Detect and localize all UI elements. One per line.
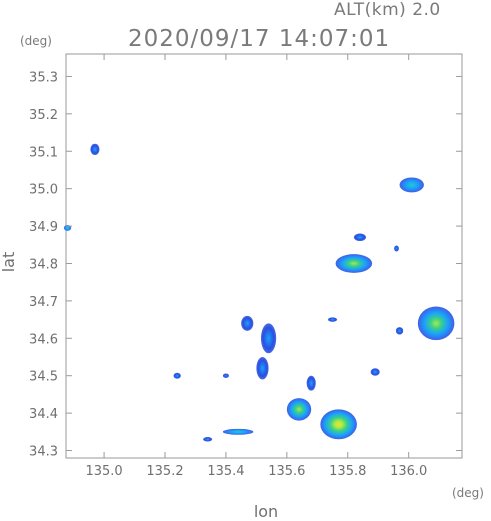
x-tick-label: 135.8 bbox=[329, 464, 366, 479]
y-axis-label: lat bbox=[0, 252, 18, 273]
x-tick-label: 135.6 bbox=[268, 464, 305, 479]
echo-cell bbox=[335, 254, 373, 273]
chart-title: 2020/09/17 14:07:01 bbox=[128, 26, 391, 52]
y-tick-label: 34.7 bbox=[29, 295, 58, 310]
plot-frame bbox=[65, 53, 463, 459]
x-tick-label: 135.4 bbox=[207, 464, 244, 479]
y-tick-label: 35.1 bbox=[29, 145, 58, 160]
echo-cell bbox=[327, 317, 338, 322]
echo-layer bbox=[63, 143, 455, 442]
y-tick-label: 35.3 bbox=[29, 70, 58, 85]
echo-cell bbox=[306, 375, 316, 391]
x-tick-label: 135.0 bbox=[85, 464, 122, 479]
y-tick-label: 35.0 bbox=[29, 183, 58, 198]
echo-cell bbox=[394, 245, 399, 252]
echo-cell bbox=[370, 368, 380, 376]
echo-cell bbox=[399, 177, 424, 193]
x-axis-label: lon bbox=[254, 502, 278, 521]
x-tick-label: 135.2 bbox=[146, 464, 183, 479]
y-tick-label: 34.8 bbox=[29, 257, 58, 272]
y-tick-label: 34.3 bbox=[29, 445, 58, 460]
echo-cell bbox=[203, 437, 213, 442]
echo-cell bbox=[417, 306, 455, 341]
y-unit-label: (deg) bbox=[20, 34, 52, 48]
x-unit-label: (deg) bbox=[452, 486, 484, 500]
echo-cell bbox=[90, 143, 100, 155]
x-tick-label: 136.0 bbox=[390, 464, 427, 479]
echo-cell bbox=[320, 409, 357, 440]
echo-cell bbox=[395, 327, 404, 335]
tick-layer: 135.0 135.2 135.4 135.6 135.8 136.0 34.3 34.4 34… bbox=[29, 54, 462, 479]
y-tick-label: 34.9 bbox=[29, 220, 58, 235]
y-tick-label: 35.2 bbox=[29, 108, 58, 123]
echo-cell bbox=[173, 372, 181, 379]
echo-cell bbox=[241, 315, 254, 331]
y-tick-label: 34.6 bbox=[29, 332, 58, 347]
y-tick-label: 34.5 bbox=[29, 370, 58, 385]
echo-cell bbox=[353, 233, 367, 242]
altitude-label: ALT(km) 2.0 bbox=[334, 0, 441, 20]
echo-cell bbox=[222, 373, 229, 378]
y-tick-label: 34.4 bbox=[29, 407, 58, 422]
echo-cell bbox=[260, 323, 277, 354]
echo-cell bbox=[256, 357, 269, 380]
echo-cell bbox=[286, 398, 312, 421]
echo-cell bbox=[222, 428, 254, 435]
